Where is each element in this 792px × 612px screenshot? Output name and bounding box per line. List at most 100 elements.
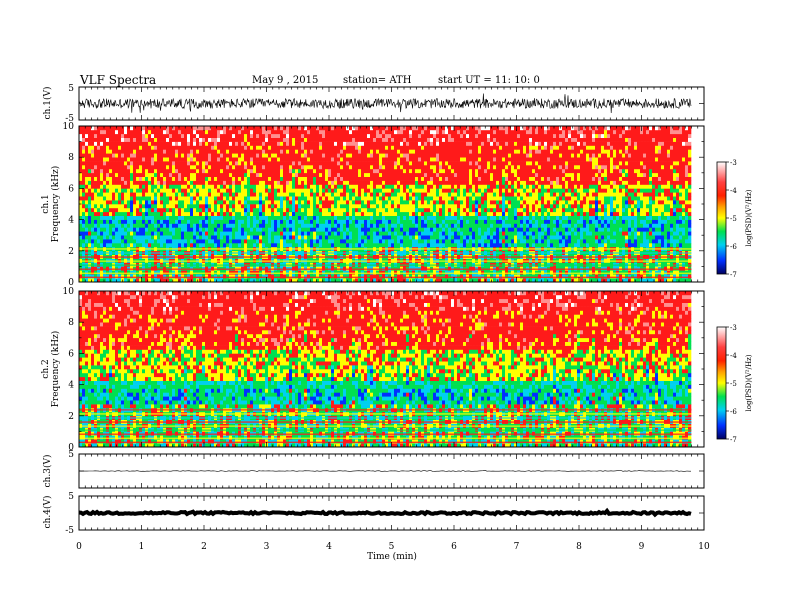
ch1s-cell: [193, 172, 197, 177]
ch1s-cell: [274, 168, 278, 174]
ch1s-cell: [184, 266, 188, 271]
ch1s-cell: [352, 211, 356, 216]
ch1s-cell: [412, 243, 416, 248]
ch1s-cell: [400, 215, 404, 220]
ch1s-cell: [301, 239, 305, 244]
ch1s-cell: [433, 192, 437, 197]
ch1s-cell: [427, 204, 431, 209]
ch1s-cell: [283, 266, 287, 271]
ch1s-cell: [223, 243, 227, 248]
ch1s-cell: [343, 207, 347, 213]
ch1s-cell: [229, 141, 233, 146]
ch1-waveform-ylabel: ch.1(V): [42, 87, 53, 120]
ch1s-cell: [325, 137, 329, 142]
ch1s-cell: [265, 180, 269, 185]
ch1s-cell: [187, 168, 191, 174]
ch1s-cell: [400, 223, 404, 228]
ch1s-cell: [220, 239, 224, 244]
ch1s-cell: [88, 243, 92, 248]
ch1s-cell: [364, 200, 368, 205]
ch1s-cell: [310, 188, 314, 193]
ch1s-cell: [289, 219, 293, 224]
ch1s-cell: [259, 231, 263, 236]
ch1s-cell: [361, 126, 365, 131]
ch1s-cell: [223, 126, 227, 131]
ch1s-cell: [88, 231, 92, 236]
ch1s-cell: [172, 149, 176, 154]
ch1s-cell: [352, 227, 356, 232]
ch1s-cell: [370, 266, 374, 271]
ch1s-cell: [103, 235, 107, 240]
ch1s-cell: [79, 211, 83, 216]
ch1s-cell: [112, 165, 116, 170]
ch1s-cell: [271, 231, 275, 236]
ch1s-cell: [391, 161, 395, 166]
ch1s-cell: [241, 188, 245, 193]
ch1s-cell: [286, 204, 290, 209]
ch1s-cell: [142, 211, 146, 216]
ch1s-cell: [217, 196, 221, 201]
ch1s-cell: [421, 153, 425, 158]
ch1s-cell: [430, 223, 434, 228]
ch1s-cell: [421, 168, 425, 174]
ch1s-cell: [355, 278, 359, 283]
ch1s-cell: [142, 231, 146, 236]
ch1s-cell: [247, 243, 251, 248]
ch1s-cell: [430, 161, 434, 166]
ch1s-cell: [238, 165, 242, 170]
ch1s-cell: [373, 168, 377, 174]
ch1s-cell: [433, 270, 437, 275]
ch1s-cell: [391, 215, 395, 220]
ch1s-cell: [142, 180, 146, 185]
ch1s-cell: [385, 153, 389, 158]
ch1s-cell: [235, 168, 239, 174]
ch1s-cell: [136, 223, 140, 228]
ch1s-cell: [169, 207, 173, 213]
ch1s-cell: [202, 188, 206, 193]
ch1s-cell: [220, 219, 224, 224]
ch1s-cell: [358, 168, 362, 174]
ch1s-cell: [178, 211, 182, 216]
ch1s-cell: [328, 149, 332, 154]
ch1s-cell: [304, 149, 308, 154]
ch1s-cell: [313, 270, 317, 275]
ch1s-cell: [133, 184, 137, 189]
ch1s-cell: [283, 129, 287, 135]
ch1s-cell: [331, 126, 335, 131]
ch1s-cell: [289, 168, 293, 174]
ch1s-cell: [148, 133, 152, 138]
ch1s-cell: [178, 168, 182, 174]
ch1s-cell: [409, 129, 413, 135]
ch1s-cell: [151, 172, 155, 177]
ch1s-cell: [286, 129, 290, 135]
ch1s-cell: [367, 153, 371, 158]
ch1s-cell: [361, 239, 365, 244]
ch1s-cell: [277, 157, 281, 162]
ch1s-cell: [235, 219, 239, 224]
ch1s-cell: [214, 196, 218, 201]
ch1s-cell: [103, 231, 107, 236]
ch1s-cell: [274, 180, 278, 185]
ch1s-cell: [430, 133, 434, 138]
ch1s-cell: [256, 211, 260, 216]
ch1s-cell: [199, 227, 203, 232]
ch1s-cell: [412, 227, 416, 232]
ch1s-cell: [118, 223, 122, 228]
ch1s-cell: [88, 161, 92, 166]
ch1s-cell: [202, 239, 206, 244]
ch1s-cell: [130, 270, 134, 275]
ch1s-cell: [421, 200, 425, 205]
ch1s-cell: [370, 243, 374, 248]
ch1s-cell: [175, 223, 179, 228]
ch1s-cell: [298, 180, 302, 185]
ch1s-cell: [292, 172, 296, 177]
ch1s-cell: [94, 266, 98, 271]
ch1s-cell: [229, 145, 233, 150]
ch1s-cell: [139, 165, 143, 170]
ch1s-cell: [367, 149, 371, 154]
ch1s-cell: [388, 145, 392, 150]
ch1s-cell: [316, 231, 320, 236]
ch1s-cell: [133, 172, 137, 177]
ch1s-cell: [301, 270, 305, 275]
ch1s-cell: [334, 149, 338, 154]
